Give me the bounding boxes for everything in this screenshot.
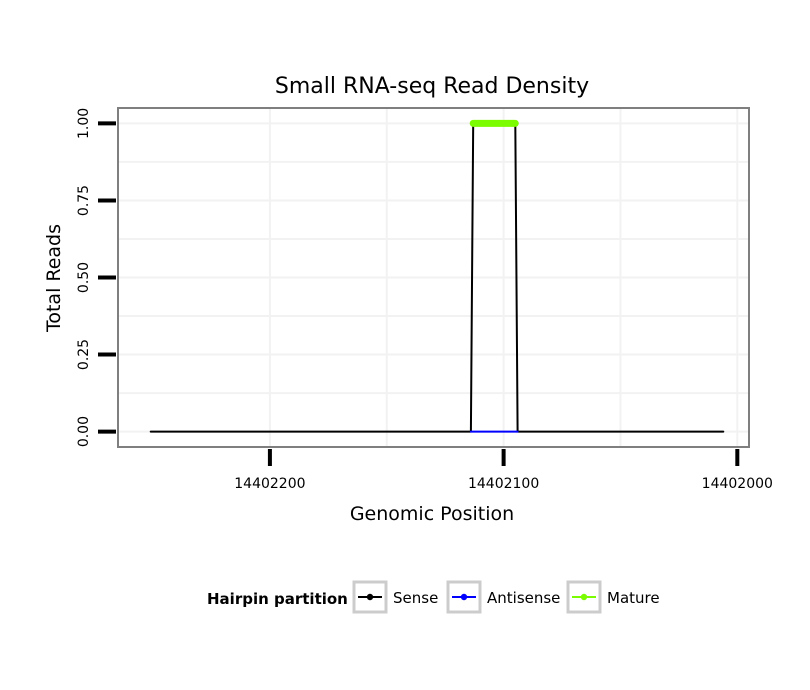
y-axis-title: Total Reads xyxy=(43,224,65,333)
chart-title: Small RNA-seq Read Density xyxy=(275,74,589,99)
legend-item-antisense: Antisense xyxy=(446,580,560,614)
y-tick-label: 0.00 xyxy=(76,416,92,447)
series-layer xyxy=(149,119,725,433)
legend-label: Sense xyxy=(393,589,438,607)
y-tick-label: 0.50 xyxy=(76,262,92,293)
legend-item-mature: Mature xyxy=(566,580,660,614)
x-tick-label: 14402000 xyxy=(702,476,773,492)
legend-label: Mature xyxy=(607,589,660,607)
legend-item-sense: Sense xyxy=(352,580,438,614)
y-tick-label: 1.00 xyxy=(76,108,92,139)
legend: Hairpin partition Sense Antisense Mature xyxy=(207,580,660,614)
legend-label: Antisense xyxy=(487,589,560,607)
legend-title: Hairpin partition xyxy=(207,590,348,608)
x-axis-title: Genomic Position xyxy=(350,503,514,525)
legend-key-point xyxy=(460,593,468,601)
axes: 0.00 0.25 0.50 0.75 1.00 14402200 14402100 1440… xyxy=(76,108,773,492)
plot-panel-border xyxy=(117,107,750,448)
y-tick-label: 0.25 xyxy=(76,339,92,370)
legend-key-point xyxy=(580,593,588,601)
grid xyxy=(118,108,749,447)
legend-key-point xyxy=(366,593,374,601)
y-tick-label: 0.75 xyxy=(76,185,92,216)
x-tick-label: 14402200 xyxy=(234,476,305,492)
x-tick-label: 14402100 xyxy=(468,476,539,492)
